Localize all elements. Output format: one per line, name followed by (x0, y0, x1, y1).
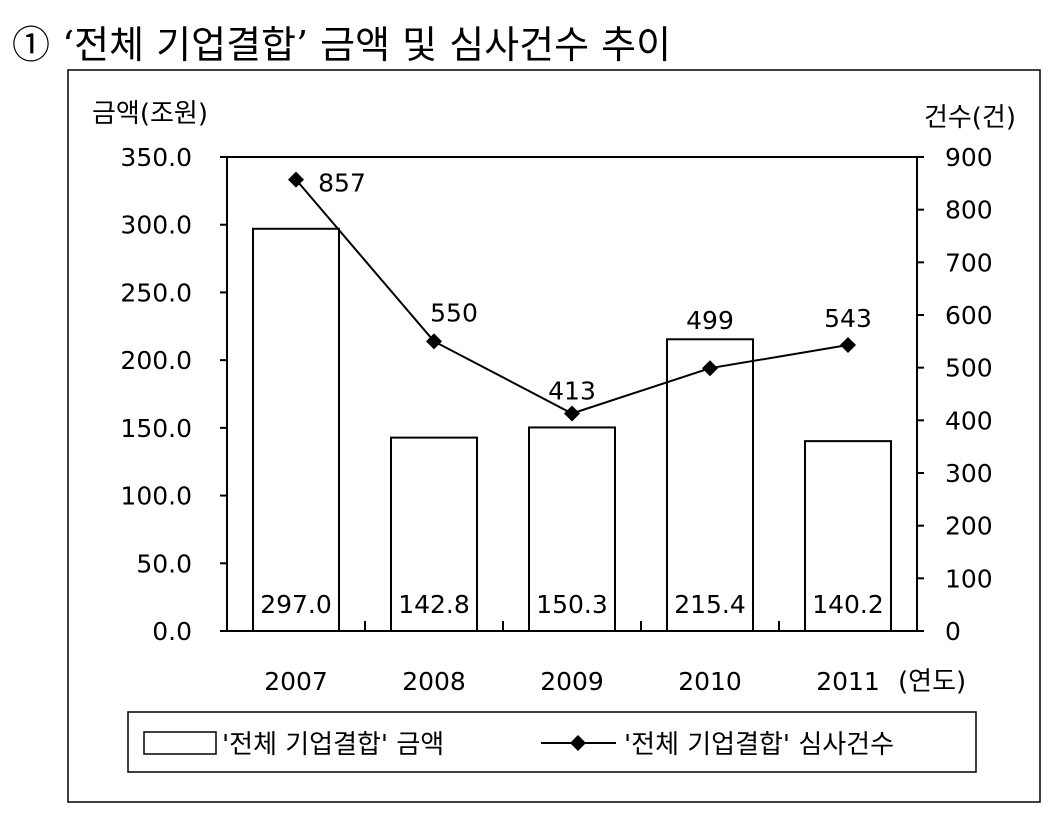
y-left-tick-label: 350.0 (120, 143, 192, 172)
y-left-tick-label: 300.0 (120, 211, 192, 240)
bar-value-label: 297.0 (260, 590, 332, 619)
x-tick-label: 2008 (402, 667, 466, 696)
x-category-ticks: 2007 2008 2009 2010 2011 (264, 621, 880, 696)
bar-value-labels: 297.0 142.8 150.3 215.4 140.2 (260, 590, 884, 619)
y-left-tick-label: 250.0 (120, 278, 192, 307)
bar-series (252, 227, 892, 633)
x-tick-label: 2009 (540, 667, 604, 696)
line-value-label: 413 (548, 376, 596, 405)
y-left-ticks: 0.0 50.0 100.0 150.0 200.0 250.0 300.0 350.0 (120, 143, 227, 646)
line-value-label: 857 (318, 169, 366, 198)
bar-value-label: 215.4 (674, 590, 746, 619)
line-value-label: 499 (686, 306, 734, 335)
y-left-tick-label: 50.0 (136, 549, 192, 578)
point-2008 (426, 333, 442, 350)
y-left-tick-label: 150.0 (120, 414, 192, 443)
point-2007 (288, 171, 304, 188)
y-right-tick-label: 100 (945, 564, 993, 593)
bar-value-label: 140.2 (812, 590, 884, 619)
y-right-tick-label: 700 (945, 248, 993, 277)
y-right-tick-label: 200 (945, 512, 993, 541)
y-right-ticks: 0 100 200 300 400 500 600 700 800 900 (917, 143, 993, 646)
y-left-tick-label: 100.0 (120, 482, 192, 511)
y-right-tick-label: 600 (945, 301, 993, 330)
point-2011 (840, 337, 856, 354)
y-right-tick-label: 800 (945, 196, 993, 225)
x-tick-label: 2011 (816, 667, 880, 696)
legend: '전체 기업결합' 금액 '전체 기업결합' 심사건수 (127, 711, 977, 773)
chart-frame (67, 69, 1041, 803)
bar-2007 (252, 227, 340, 633)
line-value-label: 550 (430, 298, 478, 327)
y-left-tick-label: 0.0 (152, 617, 192, 646)
legend-box (127, 711, 977, 773)
bar-value-label: 142.8 (398, 590, 470, 619)
point-2010 (702, 360, 718, 377)
y-right-tick-label: 500 (945, 354, 993, 383)
line-value-label: 543 (824, 304, 872, 333)
bar-value-label: 150.3 (536, 590, 608, 619)
page-heading: ① ‘전체 기업결합’ 금액 및 심사건수 추이 (12, 23, 672, 67)
x-tick-label: 2007 (264, 667, 328, 696)
y-left-tick-label: 200.0 (120, 346, 192, 375)
legend-line-marker (570, 735, 586, 751)
legend-label-count: '전체 기업결합' 심사건수 (624, 730, 894, 760)
line-series (288, 171, 856, 422)
y-right-tick-label: 900 (945, 143, 993, 172)
y-left-axis-label: 금액(조원) (92, 99, 208, 129)
legend-bar-swatch (143, 731, 217, 755)
bar-2010 (666, 338, 754, 632)
legend-label-amount: '전체 기업결합' 금액 (222, 730, 444, 760)
x-tick-label: 2010 (678, 667, 742, 696)
bar-2011 (804, 440, 892, 632)
bar-2009 (528, 426, 616, 633)
y-right-tick-label: 400 (945, 406, 993, 435)
bar-2008 (390, 436, 478, 632)
x-axis-unit-label: (연도) (898, 667, 966, 697)
y-right-tick-label: 300 (945, 459, 993, 488)
point-2009 (564, 405, 580, 422)
line-value-labels: 857 550 413 499 543 (318, 169, 872, 406)
y-right-axis-label: 건수(건) (924, 103, 1016, 133)
y-right-tick-label: 0 (945, 617, 961, 646)
